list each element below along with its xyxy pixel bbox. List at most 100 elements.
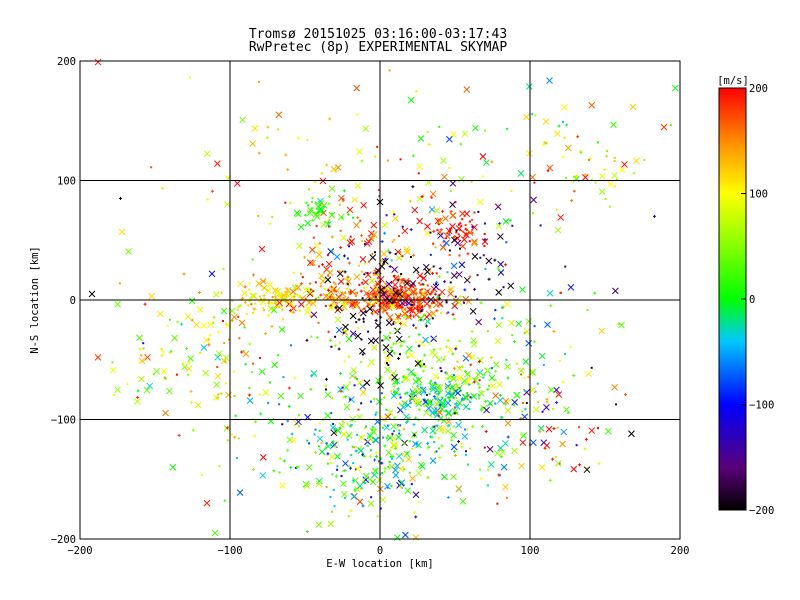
scatter-point: [433, 207, 441, 214]
scatter-point: [137, 389, 140, 392]
scatter-point: [274, 295, 277, 298]
scatter-point: [513, 403, 516, 406]
scatter-point: [213, 291, 220, 298]
scatter-point: [348, 245, 351, 248]
scatter-points: [88, 58, 679, 541]
scatter-point: [325, 442, 328, 445]
scatter-point: [185, 365, 193, 372]
scatter-point: [543, 404, 550, 411]
scatter-point: [613, 156, 616, 159]
scatter-point: [513, 340, 517, 344]
scatter-point: [303, 482, 311, 490]
scatter-point: [412, 311, 420, 319]
scatter-point: [583, 466, 591, 474]
scatter-point: [342, 254, 346, 258]
scatter-point: [588, 156, 592, 160]
scatter-point: [418, 388, 421, 391]
scatter-point: [143, 302, 147, 306]
scatter-point: [508, 218, 512, 222]
scatter-point: [190, 401, 194, 405]
scatter-point: [268, 222, 272, 226]
scatter-point: [363, 481, 366, 484]
scatter-point: [563, 406, 570, 413]
scatter-point: [327, 520, 335, 528]
scatter-point: [421, 288, 424, 291]
scatter-point: [417, 315, 425, 322]
scatter-point: [408, 416, 411, 419]
scatter-point: [433, 397, 437, 401]
scatter-point: [504, 363, 511, 370]
scatter-point: [399, 322, 403, 326]
scatter-point: [449, 209, 453, 213]
scatter-point: [521, 413, 529, 421]
scatter-point: [576, 174, 579, 177]
scatter-point: [325, 388, 328, 391]
scatter-point: [203, 499, 211, 507]
scatter-point: [354, 292, 357, 295]
scatter-point: [321, 263, 325, 267]
scatter-point: [387, 363, 390, 366]
scatter-point: [448, 253, 451, 256]
scatter-point: [475, 318, 483, 326]
scatter-point: [405, 298, 408, 301]
scatter-point: [309, 259, 316, 267]
scatter-point: [297, 425, 300, 428]
scatter-point: [334, 283, 337, 286]
scatter-point: [337, 441, 340, 444]
scatter-point: [519, 432, 523, 436]
scatter-point: [333, 428, 337, 432]
scatter-point: [385, 319, 393, 327]
scatter-point: [369, 303, 373, 307]
scatter-point: [94, 354, 102, 361]
scatter-point: [477, 360, 481, 364]
scatter-point: [326, 288, 330, 292]
scatter-point: [377, 275, 385, 283]
scatter-point: [190, 318, 194, 322]
scatter-point: [548, 478, 552, 482]
scatter-point: [400, 288, 403, 291]
scatter-point: [586, 467, 589, 470]
scatter-point: [455, 375, 463, 382]
scatter-point: [443, 354, 447, 358]
scatter-point: [545, 425, 553, 433]
scatter-point: [367, 292, 370, 295]
scatter-point: [391, 454, 395, 458]
scatter-point: [417, 500, 420, 503]
scatter-point: [483, 406, 490, 414]
scatter-point: [406, 420, 409, 423]
scatter-point: [417, 172, 420, 175]
scatter-point: [400, 305, 403, 308]
scatter-point: [523, 407, 527, 411]
scatter-point: [88, 290, 96, 298]
scatter-point: [486, 445, 494, 453]
grid-lines: [80, 61, 680, 539]
scatter-point: [278, 403, 281, 406]
scatter-point: [113, 393, 116, 396]
scatter-point: [258, 295, 261, 298]
scatter-point: [182, 272, 186, 276]
scatter-point: [341, 386, 344, 389]
scatter-point: [454, 401, 458, 405]
scatter-point: [334, 306, 337, 309]
scatter-point: [436, 228, 439, 231]
scatter-point: [479, 153, 487, 160]
scatter-point: [452, 374, 455, 377]
scatter-point: [432, 395, 436, 399]
scatter-point: [277, 354, 280, 357]
scatter-point: [414, 360, 422, 367]
scatter-point: [349, 509, 353, 513]
scatter-point: [306, 439, 309, 442]
scatter-point: [424, 230, 431, 237]
scatter-point: [202, 369, 210, 377]
scatter-point: [187, 361, 191, 365]
scatter-point: [570, 180, 573, 183]
scatter-point: [442, 358, 445, 361]
scatter-point: [418, 463, 426, 470]
scatter-point: [431, 351, 439, 359]
scatter-point: [359, 289, 363, 293]
scatter-point: [319, 277, 327, 285]
scatter-point: [463, 428, 466, 431]
scatter-point: [413, 298, 416, 301]
scatter-point: [339, 246, 343, 250]
scatter-point: [191, 428, 195, 432]
